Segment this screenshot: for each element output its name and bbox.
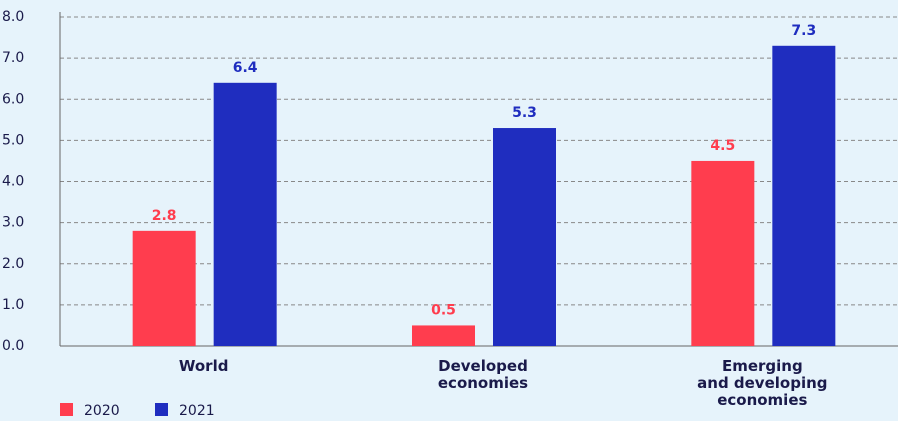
x-tick-label: World [178, 357, 229, 375]
x-tick-label: Emerging and developing economies [697, 357, 828, 409]
y-tick-label: 1.0 [2, 297, 24, 313]
value-label: 5.3 [512, 105, 537, 121]
legend-label: 2020 [84, 403, 120, 419]
legend-swatch [60, 403, 73, 416]
y-tick-label: 5.0 [2, 132, 24, 148]
value-label: 0.5 [431, 302, 456, 318]
value-label: 4.5 [710, 138, 735, 154]
bar [213, 82, 277, 347]
bar [132, 230, 196, 346]
y-tick-label: 2.0 [2, 256, 24, 272]
bar [772, 45, 836, 346]
legend-swatch [155, 403, 168, 416]
bar [691, 160, 755, 346]
value-label: 7.3 [791, 23, 816, 39]
y-tick-label: 3.0 [2, 215, 24, 231]
value-label: 6.4 [233, 60, 258, 76]
legend-label: 2021 [179, 403, 215, 419]
value-label: 2.8 [152, 208, 177, 224]
y-tick-label: 8.0 [2, 9, 24, 25]
bar [412, 325, 475, 346]
bar [493, 128, 556, 346]
y-tick-label: 6.0 [2, 91, 24, 107]
y-tick-label: 0.0 [2, 338, 24, 354]
y-tick-label: 4.0 [2, 174, 24, 190]
x-tick-label: Developed economies [437, 357, 529, 392]
y-tick-label: 7.0 [2, 50, 24, 66]
